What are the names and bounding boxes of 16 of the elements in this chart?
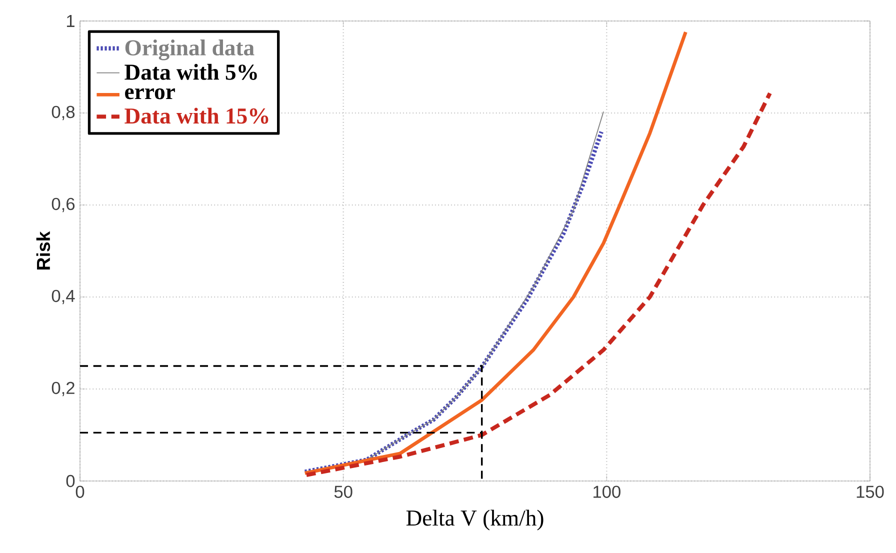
y-tick-label: 0,4: [52, 290, 75, 304]
y-tick-label: 0,8: [52, 106, 75, 120]
x-tick-label: 150: [856, 486, 884, 498]
x-tick-label: 0: [76, 486, 84, 498]
legend-label: Data with 15%: [124, 108, 268, 124]
x-tick-label: 50: [334, 486, 352, 498]
y-axis-title: Risk: [36, 231, 50, 270]
x-tick-label: 100: [594, 486, 620, 498]
legend-label: error: [125, 88, 175, 100]
x-axis-title: Delta V (km/h): [406, 510, 544, 530]
legend-label: Data with 5%: [124, 64, 257, 80]
y-tick-label: 1: [66, 15, 74, 27]
y-tick-label: 0,2: [52, 382, 74, 396]
y-tick-label: 0: [66, 474, 75, 488]
legend-label: Original data: [125, 40, 254, 60]
y-tick-label: 0,6: [52, 198, 75, 212]
